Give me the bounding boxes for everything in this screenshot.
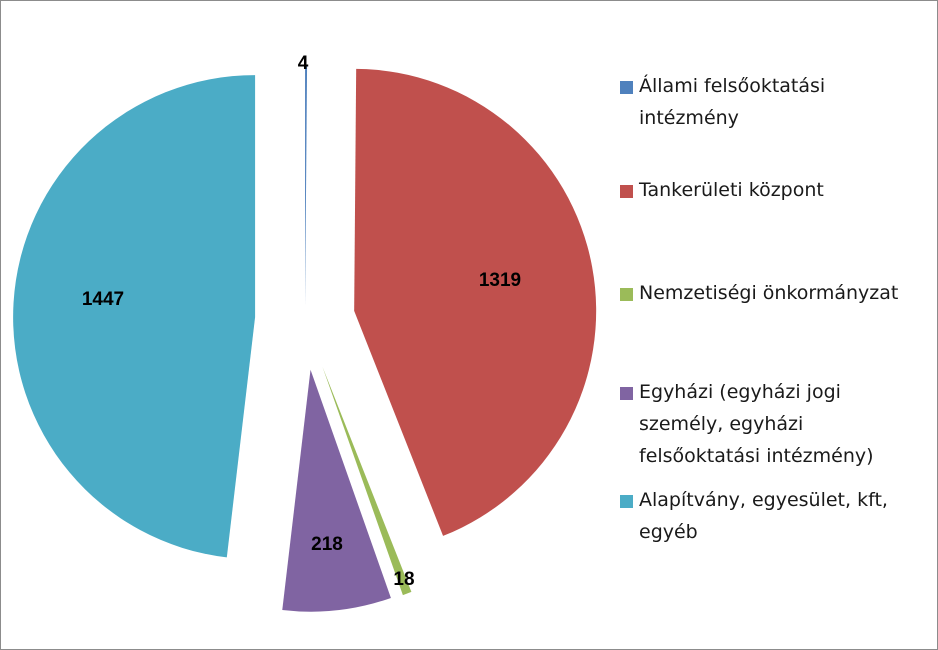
pie-slice-4 [282, 369, 391, 612]
legend-label-line: Egyházi (egyházi jogi [639, 381, 841, 403]
legend-label-line: Alapítvány, egyesület, kft, [639, 489, 888, 511]
legend-label-2: Tankerületi központ [639, 174, 929, 206]
legend-swatch-5 [620, 495, 633, 508]
legend-label-line: egyéb [639, 521, 698, 543]
legend-label-4: Egyházi (egyházi jogi személy, egyházi fel… [639, 376, 929, 472]
legend-label-3: Nemzetiségi önkormányzat [639, 277, 929, 309]
legend-label-line: Tankerületi központ [639, 179, 824, 201]
legend-label-line: Állami felsőoktatási [639, 75, 826, 97]
legend-label-5: Alapítvány, egyesület, kft, egyéb [639, 484, 929, 548]
legend-label-line: Nemzetiségi önkormányzat [639, 282, 899, 304]
pie-slice-2 [354, 68, 597, 536]
legend-swatch-2 [620, 185, 633, 198]
pie-slice-1 [305, 66, 308, 308]
data-label-1: 4 [298, 53, 309, 74]
legend-swatch-4 [620, 387, 633, 400]
pie-slice-5 [13, 75, 256, 558]
legend-swatch-3 [620, 288, 633, 301]
pie-slice-3 [322, 366, 412, 596]
data-label-3: 18 [393, 569, 414, 590]
data-label-5: 1447 [82, 289, 124, 310]
legend-label-line: felsőoktatási intézmény) [639, 445, 874, 467]
data-label-2: 1319 [479, 270, 521, 291]
legend-label-line: személy, egyházi [639, 413, 804, 435]
legend-swatch-1 [620, 81, 633, 94]
legend-label-line: intézmény [639, 107, 739, 129]
data-label-4: 218 [311, 534, 343, 555]
legend-label-1: Állami felsőoktatási intézmény [639, 70, 929, 134]
